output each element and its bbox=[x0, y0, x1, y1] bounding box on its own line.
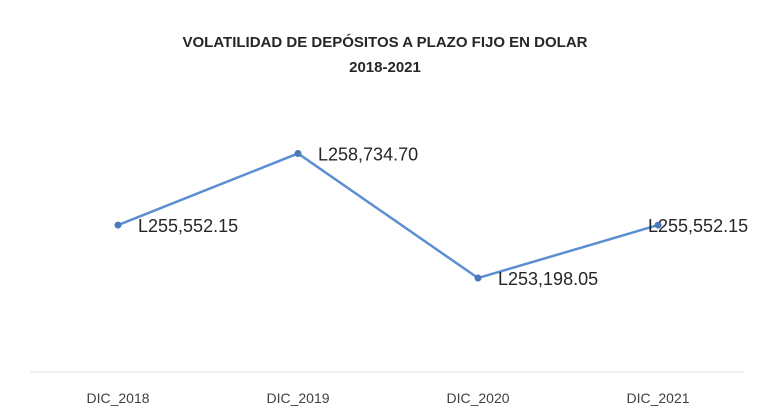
chart-title: VOLATILIDAD DE DEPÓSITOS A PLAZO FIJO EN… bbox=[182, 33, 587, 76]
data-label: L255,552.15 bbox=[138, 216, 238, 236]
series-line bbox=[117, 152, 659, 280]
data-label: L255,552.15 bbox=[648, 216, 748, 236]
x-tick-label: DIC_2019 bbox=[266, 390, 329, 406]
chart-subtitle-text: 2018-2021 bbox=[349, 59, 421, 76]
x-tick-label: DIC_2021 bbox=[626, 390, 689, 406]
plot-area: L255,552.15 L258,734.70 L253,198.05 L255,55… bbox=[114, 144, 748, 289]
chart-title-text: VOLATILIDAD DE DEPÓSITOS A PLAZO FIJO EN… bbox=[182, 33, 587, 51]
data-point bbox=[474, 274, 482, 282]
data-point bbox=[654, 221, 662, 229]
x-tick-label: DIC_2018 bbox=[86, 390, 149, 406]
data-point bbox=[294, 149, 302, 157]
data-label: L258,734.70 bbox=[318, 144, 418, 164]
data-label: L253,198.05 bbox=[498, 269, 598, 289]
x-tick-label: DIC_2020 bbox=[446, 390, 509, 406]
x-axis-ticks: DIC_2018 DIC_2019 DIC_2020 DIC_2021 bbox=[86, 390, 689, 406]
data-point bbox=[114, 221, 122, 229]
